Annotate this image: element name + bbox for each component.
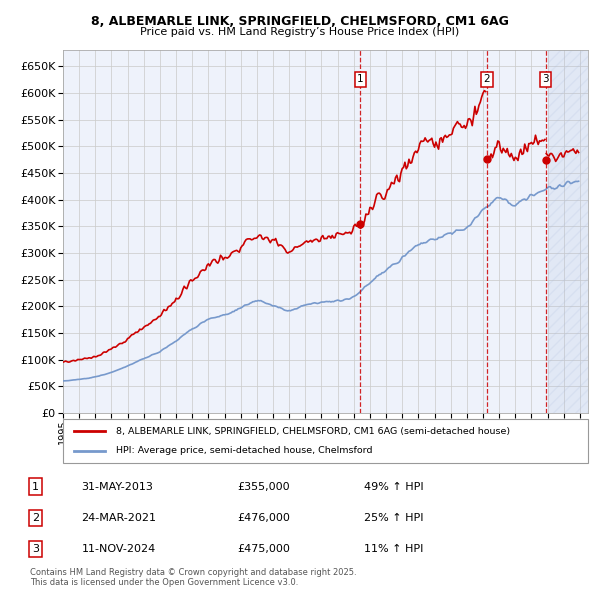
Text: 8, ALBEMARLE LINK, SPRINGFIELD, CHELMSFORD, CM1 6AG (semi-detached house): 8, ALBEMARLE LINK, SPRINGFIELD, CHELMSFO… (115, 427, 509, 436)
Text: £476,000: £476,000 (237, 513, 290, 523)
Text: HPI: Average price, semi-detached house, Chelmsford: HPI: Average price, semi-detached house,… (115, 446, 372, 455)
Text: 49% ↑ HPI: 49% ↑ HPI (364, 481, 423, 491)
Text: 11-NOV-2024: 11-NOV-2024 (82, 544, 155, 554)
Text: Contains HM Land Registry data © Crown copyright and database right 2025.
This d: Contains HM Land Registry data © Crown c… (30, 568, 356, 587)
Text: 25% ↑ HPI: 25% ↑ HPI (364, 513, 423, 523)
Text: 31-MAY-2013: 31-MAY-2013 (82, 481, 153, 491)
Text: 1: 1 (357, 74, 364, 84)
Text: 3: 3 (542, 74, 549, 84)
Text: 3: 3 (32, 544, 39, 554)
FancyBboxPatch shape (63, 419, 588, 463)
Text: 2: 2 (484, 74, 490, 84)
Text: £475,000: £475,000 (237, 544, 290, 554)
Text: Price paid vs. HM Land Registry’s House Price Index (HPI): Price paid vs. HM Land Registry’s House … (140, 27, 460, 37)
Text: 11% ↑ HPI: 11% ↑ HPI (364, 544, 423, 554)
Text: 1: 1 (32, 481, 39, 491)
Text: 2: 2 (32, 513, 39, 523)
Text: 24-MAR-2021: 24-MAR-2021 (82, 513, 157, 523)
Bar (548, 50, 588, 413)
Text: 8, ALBEMARLE LINK, SPRINGFIELD, CHELMSFORD, CM1 6AG: 8, ALBEMARLE LINK, SPRINGFIELD, CHELMSFO… (91, 15, 509, 28)
Text: £355,000: £355,000 (237, 481, 290, 491)
